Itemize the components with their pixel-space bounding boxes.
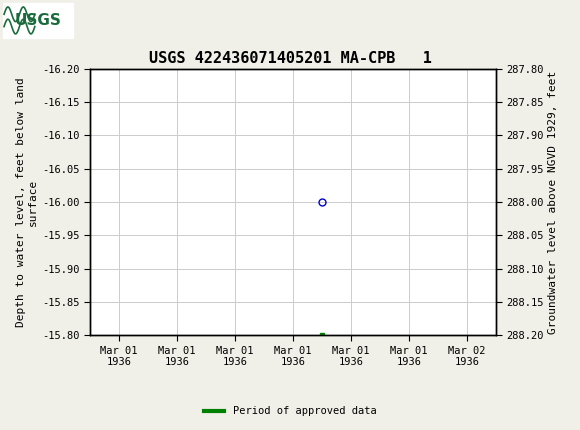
Y-axis label: Depth to water level, feet below land
surface: Depth to water level, feet below land su… [16,77,38,327]
Legend: Period of approved data: Period of approved data [200,402,380,421]
Text: USGS: USGS [14,13,61,28]
Text: USGS 422436071405201 MA-CPB   1: USGS 422436071405201 MA-CPB 1 [148,51,432,65]
FancyBboxPatch shape [3,3,72,37]
Y-axis label: Groundwater level above NGVD 1929, feet: Groundwater level above NGVD 1929, feet [548,71,558,334]
